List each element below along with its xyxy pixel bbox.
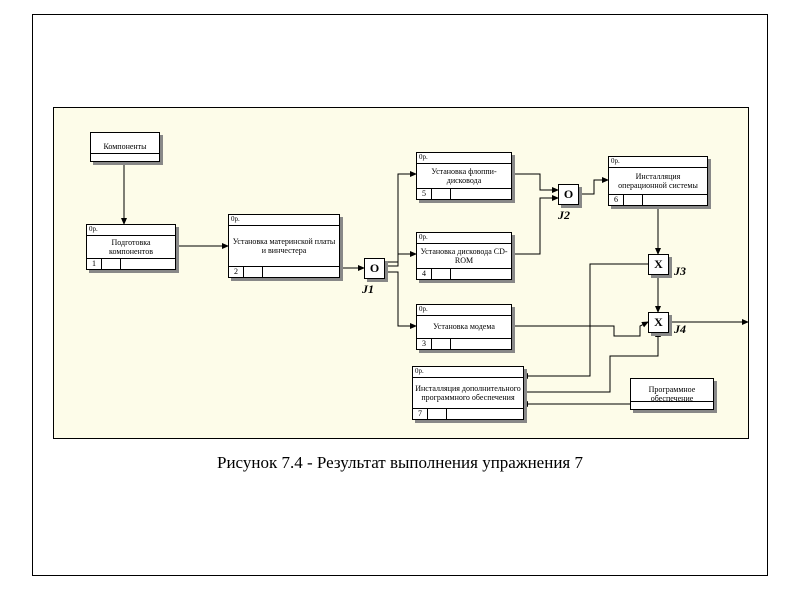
node-label: Установка модема <box>419 315 509 339</box>
junction-label: X <box>654 315 663 330</box>
node-number: 4 <box>417 269 432 279</box>
node-components: Компоненты <box>90 132 160 162</box>
junction-tag: J1 <box>362 282 374 297</box>
node-number: 3 <box>417 339 432 349</box>
edge <box>383 272 416 326</box>
node-5: 0р. Установка флоппи-дисковода 5 <box>416 152 512 200</box>
junction-j1: O <box>364 258 385 279</box>
node-3: 0р. Установка модема 3 <box>416 304 512 350</box>
node-2: 0р. Установка материнской платы и винчес… <box>228 214 340 278</box>
junction-tag: J4 <box>674 322 686 337</box>
node-label: Инсталляция дополнительного программного… <box>415 377 521 409</box>
node-7: 0р. Инсталляция дополнительного программ… <box>412 366 524 420</box>
node-number: 2 <box>229 267 244 277</box>
junction-label: O <box>370 261 379 276</box>
junction-j2: O <box>558 184 579 205</box>
node-4: 0р. Установка дисковода CD-ROM 4 <box>416 232 512 280</box>
node-label: Подготовка компонентов <box>89 235 173 259</box>
node-label: Установка дисковода CD-ROM <box>419 243 509 269</box>
node-1: 0р. Подготовка компонентов 1 <box>86 224 176 270</box>
node-number: 1 <box>87 259 102 269</box>
figure-caption: Рисунок 7.4 - Результат выполнения упраж… <box>33 453 767 473</box>
edge <box>522 264 648 376</box>
node-label: Установка флоппи-дисковода <box>419 163 509 189</box>
edge <box>577 180 608 194</box>
junction-tag: J2 <box>558 208 570 223</box>
page-frame: Компоненты 0р. Подготовка компонентов 1 … <box>32 14 768 576</box>
edge <box>510 198 558 254</box>
edge <box>383 174 416 262</box>
node-number: 6 <box>609 195 624 205</box>
node-6: 0р. Инсталляция операционной системы 6 <box>608 156 708 206</box>
junction-j3: X <box>648 254 669 275</box>
edge <box>510 174 558 190</box>
junction-j4: X <box>648 312 669 333</box>
node-number: 7 <box>413 409 428 419</box>
node-number: 5 <box>417 189 432 199</box>
diagram-canvas: Компоненты 0р. Подготовка компонентов 1 … <box>53 107 749 439</box>
edge <box>383 254 416 266</box>
node-label: Инсталляция операционной системы <box>611 167 705 195</box>
junction-label: X <box>654 257 663 272</box>
junction-label: O <box>564 187 573 202</box>
node-software: Программное обеспечение <box>630 378 714 410</box>
node-label: Установка материнской платы и винчестера <box>231 225 337 267</box>
edge <box>510 322 648 336</box>
junction-tag: J3 <box>674 264 686 279</box>
